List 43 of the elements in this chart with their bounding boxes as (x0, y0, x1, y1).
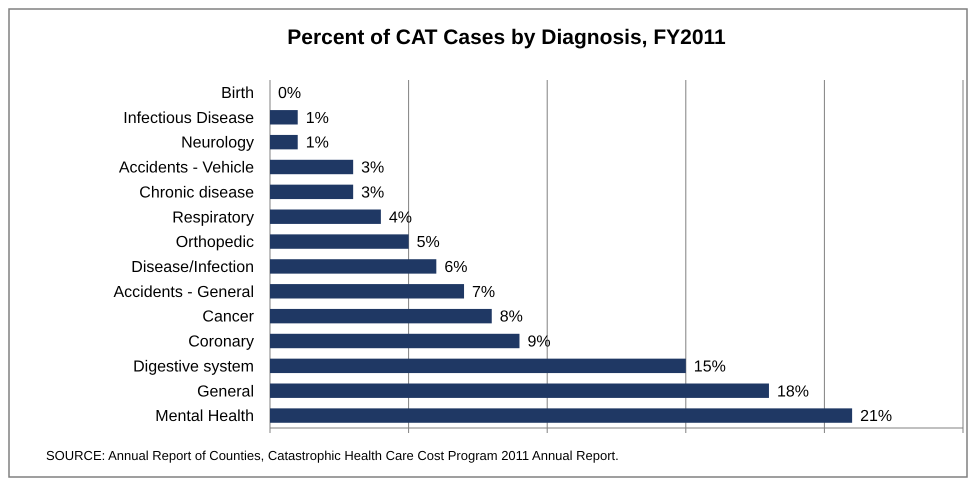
bar (270, 134, 298, 150)
data-label: 9% (527, 334, 551, 351)
y-tick-label: Respiratory (172, 209, 254, 226)
bar (270, 184, 354, 200)
bar (270, 284, 464, 298)
data-label: 21% (860, 408, 892, 426)
bar (270, 160, 354, 174)
y-tick-label: Accidents - Vehicle (118, 160, 254, 177)
y-tick-label: Chronic disease (139, 184, 254, 202)
data-label: 5% (416, 234, 440, 252)
data-label: 3% (361, 184, 384, 202)
bar (270, 308, 492, 324)
data-label: 18% (776, 383, 809, 400)
y-tick-label: Accidents - General (113, 284, 254, 301)
y-tick-label: General (197, 383, 254, 400)
bar (270, 408, 852, 423)
data-label: 0% (278, 85, 302, 102)
y-tick-label: Mental Health (155, 408, 254, 426)
bar (270, 358, 686, 374)
y-tick-label: Neurology (181, 134, 254, 152)
bar (270, 384, 769, 398)
y-tick-label: Infectious Disease (123, 110, 254, 127)
bar (270, 210, 381, 224)
bar (270, 334, 520, 348)
y-tick-label: Cancer (202, 308, 255, 326)
bar (270, 110, 298, 124)
data-label: 4% (388, 209, 412, 226)
data-label: 6% (444, 259, 468, 276)
bar (270, 234, 409, 249)
chart-title: Percent of CAT Cases by Diagnosis, FY2011 (287, 26, 726, 49)
y-tick-label: Coronary (188, 334, 254, 351)
data-label: 1% (306, 110, 329, 127)
y-tick-label: Orthopedic (176, 234, 254, 252)
data-label: 3% (361, 160, 384, 177)
y-tick-label: Disease/Infection (131, 259, 254, 276)
y-tick-label: Birth (221, 85, 254, 102)
data-label: 1% (306, 134, 329, 152)
data-label: 15% (694, 358, 726, 376)
data-label: 7% (472, 284, 496, 301)
y-tick-label: Digestive system (133, 358, 254, 376)
source-note: SOURCE: Annual Report of Counties, Catastrophic Health Care Cost Program 2011 Annual Report. (46, 448, 619, 463)
data-label: 8% (500, 308, 523, 326)
bar (270, 259, 436, 274)
